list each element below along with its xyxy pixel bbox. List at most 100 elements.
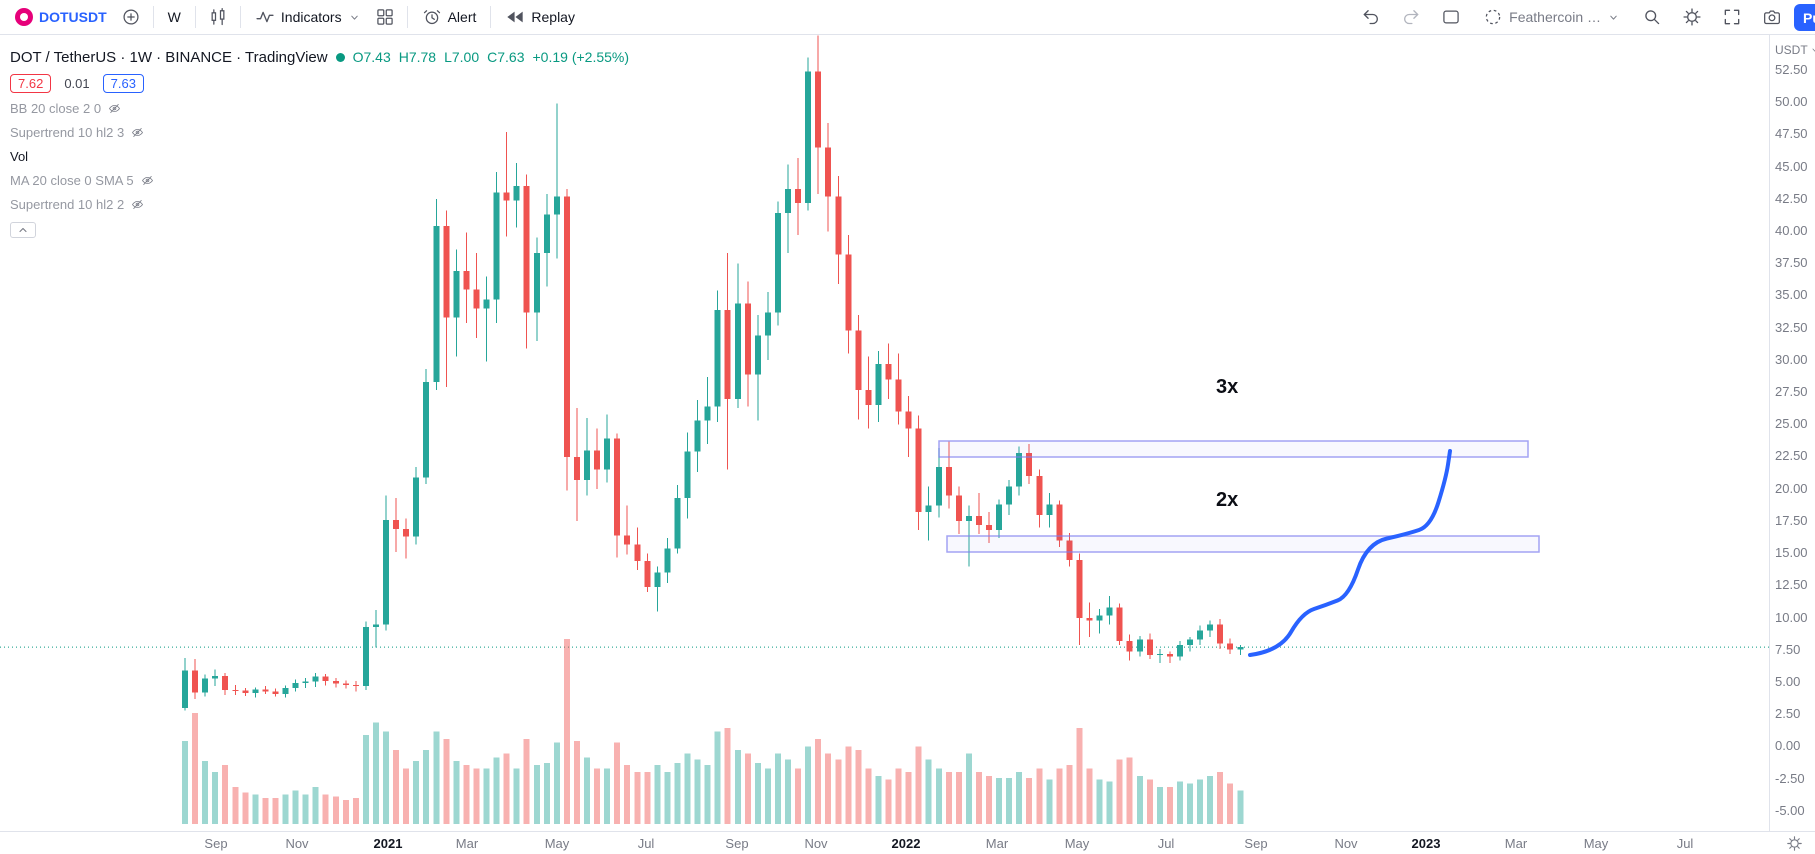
price-tick: 37.50 (1775, 255, 1808, 271)
snapshot-button[interactable] (1757, 3, 1787, 31)
candles-icon (208, 7, 228, 27)
sell-price-button[interactable]: 7.62 (10, 73, 52, 93)
time-tick: Nov (1334, 836, 1358, 851)
time-axis[interactable]: Sep Nov 2021 Mar May Jul Sep Nov 2022 Mar May Jul Se… (0, 831, 1815, 854)
grid-icon (375, 7, 395, 27)
indicator-label: Supertrend 10 hl2 3 (10, 124, 125, 140)
toolbar-divider (490, 6, 492, 28)
indicator-row-supertrend-2[interactable]: Supertrend 10 hl2 2 (10, 192, 629, 216)
toolbar-right-group: Feathercoin … (1356, 3, 1787, 31)
compare-add-button[interactable] (116, 3, 146, 31)
indicator-row-ma[interactable]: MA 20 close 0 SMA 5 (10, 168, 629, 192)
replay-label: Replay (531, 9, 575, 25)
market-status-dot[interactable] (335, 52, 345, 62)
spread-value: 0.01 (64, 75, 90, 91)
time-tick: Nov (285, 836, 309, 851)
high-value: H7.78 (398, 49, 437, 65)
eye-hidden-icon[interactable] (131, 198, 144, 211)
polkadot-logo-icon (15, 8, 33, 26)
indicators-label: Indicators (280, 9, 342, 25)
saved-layout-button[interactable]: Feathercoin … (1476, 3, 1627, 31)
candles (182, 35, 1244, 711)
price-tick: 32.50 (1775, 319, 1808, 335)
layout-select-button[interactable] (1436, 3, 1466, 31)
fullscreen-button[interactable] (1717, 3, 1747, 31)
price-tick: 15.00 (1775, 545, 1808, 561)
price-tick: -2.50 (1775, 770, 1805, 786)
chart-legend: DOT / TetherUS · 1W · BINANCE · TradingV… (10, 46, 629, 238)
layout-name-label: Feathercoin … (1509, 9, 1601, 25)
time-tick: Sep (204, 836, 228, 851)
replay-button[interactable]: Replay (498, 3, 582, 31)
buy-price-button[interactable]: 7.63 (102, 73, 144, 93)
indicators-button[interactable]: Indicators (248, 3, 368, 31)
time-tick: Jul (1676, 836, 1694, 851)
interval-button[interactable]: W (161, 5, 188, 29)
plus-circle-icon (121, 7, 141, 27)
alert-label: Alert (447, 9, 477, 25)
eye-hidden-icon[interactable] (131, 126, 144, 139)
chevron-up-icon (17, 224, 29, 236)
legend-collapse-button[interactable] (10, 222, 36, 238)
time-tick: May (544, 836, 570, 851)
time-tick: May (1064, 836, 1090, 851)
indicator-row-bb[interactable]: BB 20 close 2 0 (10, 96, 629, 120)
price-axis[interactable]: USDT 52.50 50.00 47.50 45.00 42.50 40.00 37.50… (1769, 35, 1815, 831)
alarm-clock-icon (422, 7, 442, 27)
toolbar-divider (194, 6, 196, 28)
toolbar-left-group: DOTUSDT W Indicators Alert Replay (8, 3, 582, 31)
annotation-2x-label[interactable]: 2x (1216, 489, 1239, 511)
price-tick: -5.00 (1775, 802, 1805, 818)
time-tick: Nov (804, 836, 828, 851)
open-value: O7.43 (352, 49, 391, 65)
axis-settings-gear-icon[interactable] (1786, 835, 1803, 852)
indicator-label: Supertrend 10 hl2 2 (10, 196, 125, 212)
symbol-button[interactable]: DOTUSDT (8, 4, 114, 30)
top-toolbar: DOTUSDT W Indicators Alert Replay (0, 0, 1815, 35)
chevron-down-icon (1607, 11, 1620, 24)
price-tick: 0.00 (1775, 738, 1801, 754)
redo-button[interactable] (1396, 3, 1426, 31)
volume-bars (182, 639, 1244, 824)
time-tick: 2023 (1411, 836, 1441, 851)
indicator-row-vol[interactable]: Vol (10, 144, 629, 168)
chevron-down-icon (348, 11, 361, 24)
publish-button[interactable]: Pu (1794, 4, 1815, 31)
symbol-title[interactable]: DOT / TetherUS · 1W · BINANCE · TradingV… (10, 48, 328, 66)
eye-hidden-icon[interactable] (108, 102, 121, 115)
candlestick-chart[interactable] (0, 0, 1769, 831)
price-tick: 50.00 (1775, 94, 1808, 110)
chart-type-button[interactable] (203, 3, 233, 31)
supply-zone-lower (946, 535, 1540, 553)
settings-button[interactable] (1677, 3, 1707, 31)
camera-icon (1762, 7, 1782, 27)
alert-button[interactable]: Alert (415, 3, 484, 31)
price-tick: 52.50 (1775, 61, 1808, 77)
price-tick: 42.50 (1775, 190, 1808, 206)
search-button[interactable] (1637, 3, 1667, 31)
price-tick: 25.00 (1775, 416, 1808, 432)
indicator-templates-button[interactable] (370, 3, 400, 31)
replay-rewind-icon (505, 7, 525, 27)
symbol-label: DOTUSDT (39, 9, 107, 25)
price-axis-unit[interactable]: USDT (1775, 43, 1815, 57)
price-tick: 10.00 (1775, 609, 1808, 625)
time-tick: 2021 (373, 836, 403, 851)
projection-curve (1248, 449, 1452, 657)
time-tick: 2022 (891, 836, 921, 851)
annotation-3x-label[interactable]: 3x (1216, 376, 1239, 398)
time-tick: Sep (725, 836, 749, 851)
price-tick: 17.50 (1775, 512, 1808, 528)
toolbar-divider (406, 6, 408, 28)
close-value: C7.63 (487, 49, 525, 65)
undo-button[interactable] (1356, 3, 1386, 31)
time-tick: Jul (637, 836, 655, 851)
indicators-icon (255, 7, 275, 27)
indicator-row-supertrend-1[interactable]: Supertrend 10 hl2 3 (10, 120, 629, 144)
eye-hidden-icon[interactable] (141, 174, 154, 187)
price-tick: 45.00 (1775, 158, 1808, 174)
indicator-label: Vol (10, 148, 29, 164)
time-tick: Jul (1157, 836, 1175, 851)
fullscreen-icon (1722, 7, 1742, 27)
ohlc-values: O7.43 H7.78 L7.00 C7.63 +0.19 (+2.55%) (353, 49, 629, 65)
